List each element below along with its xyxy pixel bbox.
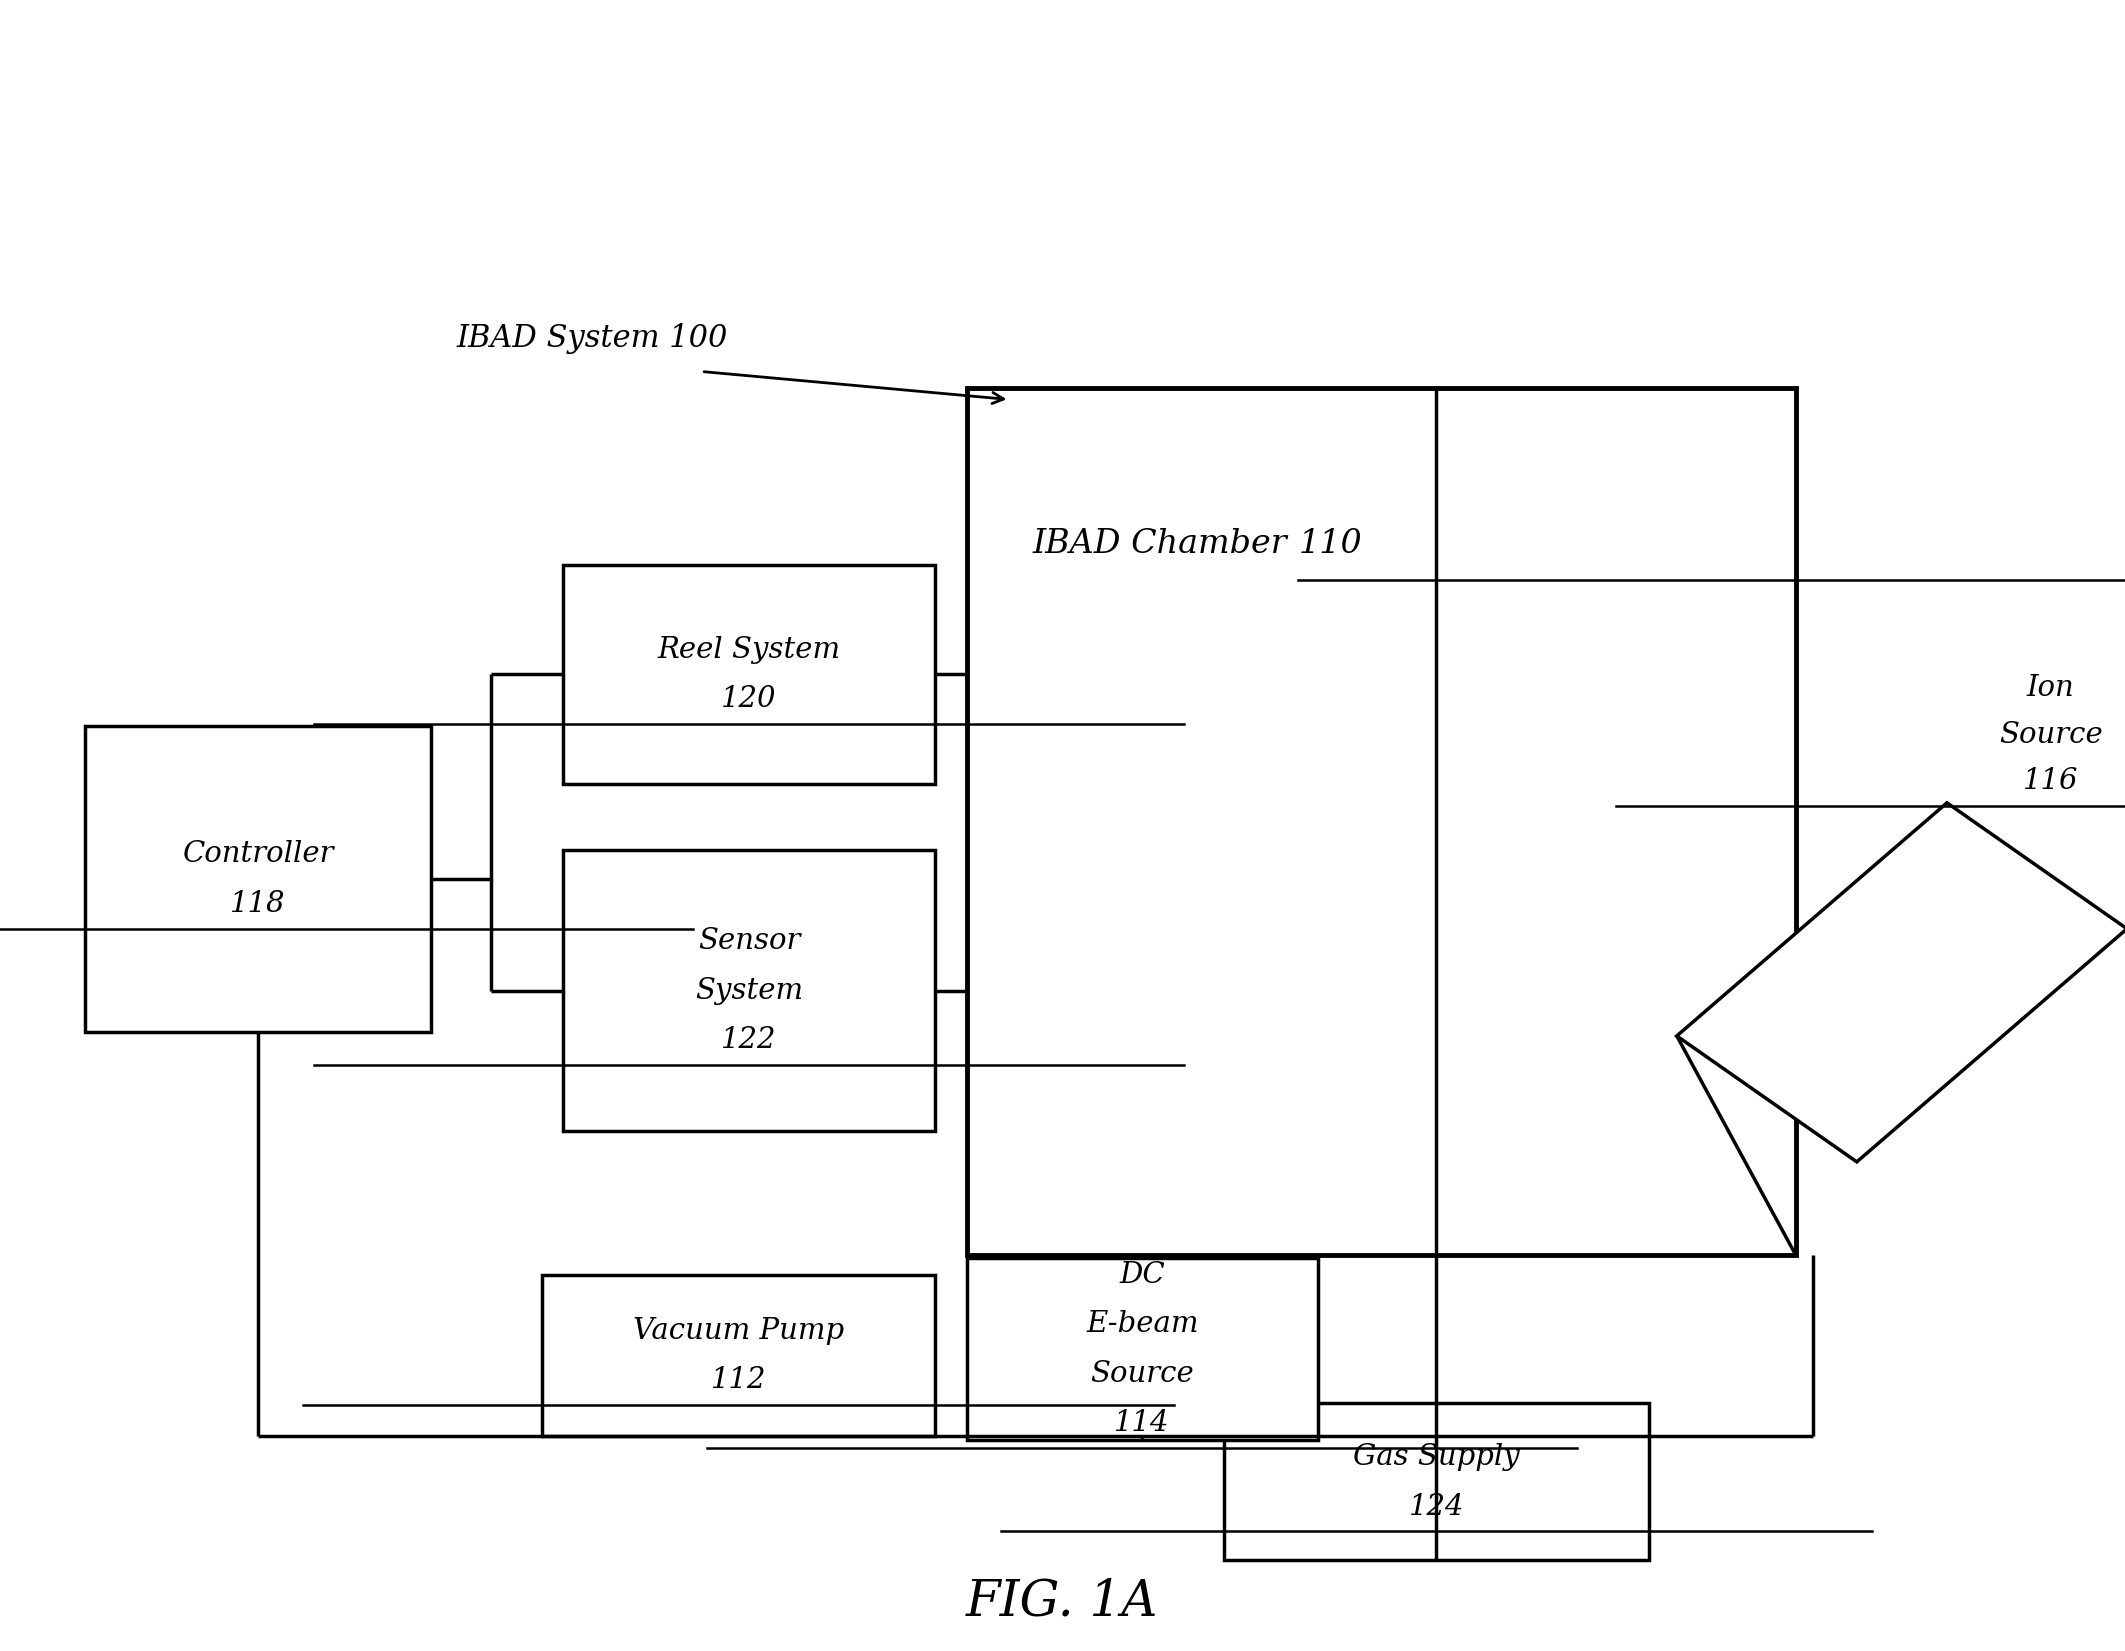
- Text: 122: 122: [720, 1027, 778, 1053]
- Text: FIG. 1A: FIG. 1A: [967, 1577, 1158, 1626]
- Polygon shape: [542, 1275, 935, 1436]
- Text: 120: 120: [720, 685, 778, 713]
- Text: 116: 116: [2023, 768, 2078, 794]
- Text: 114: 114: [1114, 1410, 1171, 1436]
- Polygon shape: [1224, 1403, 1649, 1560]
- Text: Source: Source: [1090, 1360, 1194, 1387]
- Text: IBAD Chamber: IBAD Chamber: [1033, 528, 1298, 560]
- Polygon shape: [967, 388, 1796, 1255]
- Text: Source: Source: [2000, 721, 2102, 748]
- Polygon shape: [1677, 802, 2125, 1162]
- Text: Ion: Ion: [2027, 675, 2074, 702]
- Polygon shape: [563, 850, 935, 1131]
- Text: Reel System: Reel System: [657, 636, 842, 664]
- Text: Sensor: Sensor: [697, 928, 801, 954]
- Text: System: System: [695, 977, 803, 1004]
- Text: Gas Supply: Gas Supply: [1354, 1443, 1519, 1471]
- Text: Vacuum Pump: Vacuum Pump: [633, 1317, 844, 1344]
- Text: E-beam: E-beam: [1086, 1311, 1198, 1337]
- Text: IBAD System 100: IBAD System 100: [457, 324, 729, 353]
- Text: Controller: Controller: [183, 840, 334, 868]
- Text: DC: DC: [1120, 1261, 1164, 1288]
- Polygon shape: [85, 726, 431, 1032]
- Text: 118: 118: [230, 890, 287, 918]
- Text: 124: 124: [1409, 1493, 1464, 1521]
- Polygon shape: [563, 565, 935, 784]
- Text: 112: 112: [710, 1367, 767, 1393]
- Text: 110: 110: [1298, 528, 1362, 560]
- Polygon shape: [967, 1258, 1318, 1440]
